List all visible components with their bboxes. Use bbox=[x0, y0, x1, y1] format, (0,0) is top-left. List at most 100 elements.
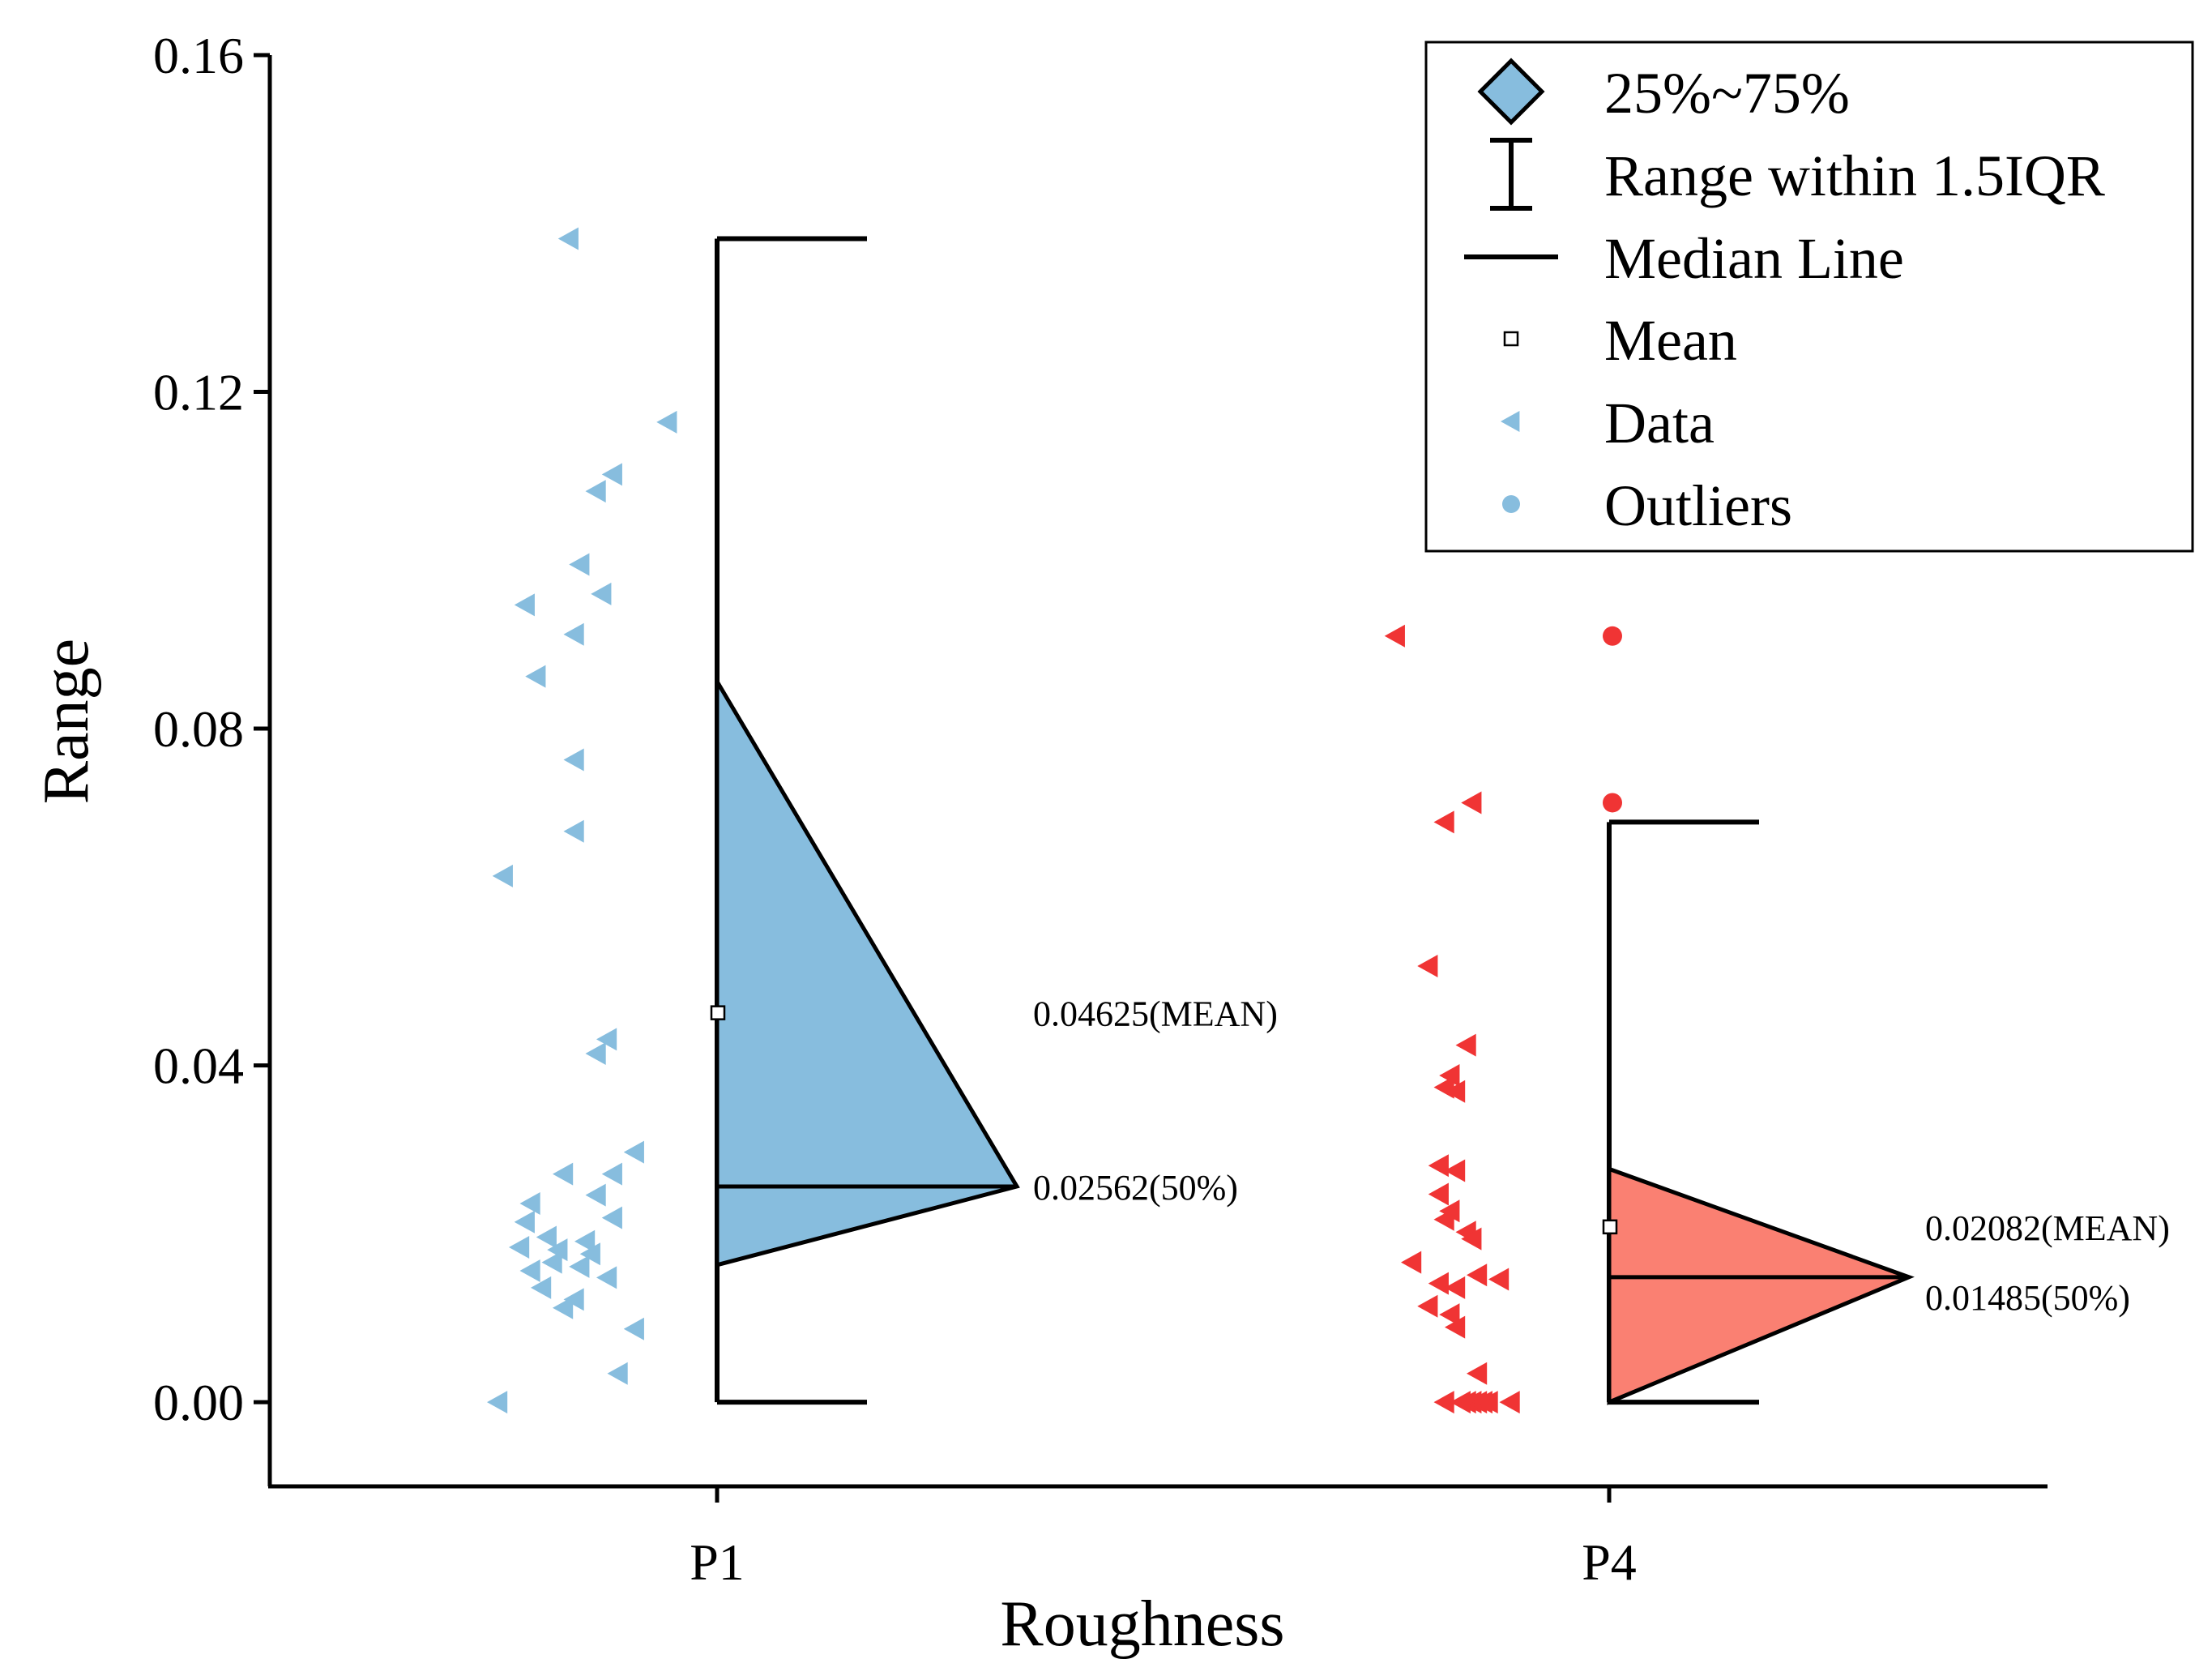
legend-label: Data bbox=[1604, 391, 1715, 455]
data-point bbox=[536, 1225, 557, 1249]
legend-label: Outliers bbox=[1604, 473, 1792, 538]
data-point bbox=[541, 1251, 562, 1274]
data-point bbox=[1433, 1075, 1454, 1099]
legend-frame bbox=[1424, 41, 2194, 553]
legend-mean-symbol bbox=[1503, 331, 1519, 347]
outlier-point bbox=[1603, 793, 1622, 813]
data-point bbox=[1445, 1080, 1466, 1103]
data-point bbox=[601, 463, 622, 486]
x-tick-label: P1 bbox=[690, 1533, 745, 1591]
plot-area: 0.04625(MEAN)0.02562(50%)0.02082(MEAN)0.… bbox=[487, 227, 2170, 1414]
data-point bbox=[1461, 1227, 1482, 1251]
legend-item-outlier: Outliers bbox=[1502, 473, 1792, 538]
data-point bbox=[1428, 1182, 1449, 1206]
data-point bbox=[1433, 1391, 1454, 1414]
data-point bbox=[487, 1391, 508, 1414]
data-point bbox=[1467, 1362, 1488, 1385]
data-point bbox=[1433, 1208, 1454, 1231]
group-p4: 0.02082(MEAN) 0.01485(50%) bbox=[1384, 624, 2170, 1414]
legend-outlier-symbol bbox=[1502, 495, 1520, 513]
mean-marker bbox=[710, 1005, 726, 1020]
data-point bbox=[1477, 1391, 1498, 1414]
data-point bbox=[1384, 624, 1405, 648]
data-point bbox=[492, 864, 513, 887]
data-point bbox=[514, 593, 535, 617]
y-tick-label: 0.16 bbox=[153, 27, 244, 84]
data-point bbox=[1428, 1154, 1449, 1178]
data-point bbox=[585, 1183, 606, 1207]
data-point bbox=[1488, 1268, 1510, 1291]
median-annotation: 0.02562(50%) bbox=[1033, 1168, 1238, 1208]
data-point bbox=[1433, 810, 1454, 834]
data-point bbox=[514, 1210, 535, 1233]
data-point bbox=[656, 410, 677, 434]
legend-label: Median Line bbox=[1604, 226, 1904, 291]
median-annotation: 0.01485(50%) bbox=[1925, 1278, 2130, 1318]
data-point bbox=[1401, 1251, 1422, 1274]
data-point bbox=[585, 1042, 606, 1066]
data-point bbox=[563, 748, 584, 772]
legend-item-box: 25%~75% bbox=[1477, 58, 1850, 126]
x-tick-label: P4 bbox=[1582, 1533, 1637, 1591]
data-point bbox=[553, 1162, 574, 1186]
group-p1: 0.04625(MEAN) 0.02562(50%) bbox=[487, 227, 1278, 1414]
data-point bbox=[569, 553, 590, 576]
data-point bbox=[557, 227, 579, 250]
data-point bbox=[585, 480, 606, 503]
data-point bbox=[1461, 791, 1482, 814]
data-point bbox=[1417, 1294, 1438, 1318]
y-axis-title: Range bbox=[31, 639, 102, 804]
data-point bbox=[1439, 1303, 1460, 1327]
data-point bbox=[596, 1028, 617, 1051]
legend: 25%~75% Range within 1.5IQR Median Line Mea… bbox=[1424, 41, 2194, 553]
data-point bbox=[563, 819, 584, 843]
legend-item-data: Data bbox=[1501, 391, 1715, 455]
legend-label: Mean bbox=[1604, 308, 1737, 373]
data-point bbox=[1445, 1276, 1466, 1299]
mean-annotation: 0.04625(MEAN) bbox=[1033, 994, 1278, 1034]
data-point bbox=[1445, 1315, 1466, 1339]
axes: 0.00 0.04 0.08 0.12 0.16 P1 P4 Roughness Range bbox=[31, 27, 2048, 1660]
data-point bbox=[563, 1288, 584, 1311]
x-axis-title: Roughness bbox=[1000, 1588, 1284, 1660]
y-tick-label: 0.04 bbox=[153, 1037, 244, 1095]
data-point bbox=[531, 1276, 552, 1299]
data-point bbox=[607, 1362, 628, 1385]
data-point bbox=[579, 1242, 600, 1266]
data-point bbox=[1417, 955, 1438, 978]
data-point bbox=[623, 1140, 644, 1164]
data-point bbox=[601, 1206, 622, 1229]
mean-marker bbox=[1602, 1219, 1618, 1235]
iqr-box bbox=[715, 673, 1020, 1268]
iqr-box bbox=[1607, 1165, 1915, 1405]
data-point bbox=[596, 1266, 617, 1289]
data-point bbox=[1467, 1263, 1488, 1287]
legend-item-whisker: Range within 1.5IQR bbox=[1490, 138, 2105, 211]
data-point bbox=[591, 582, 612, 605]
mean-annotation: 0.02082(MEAN) bbox=[1925, 1208, 2170, 1248]
data-point bbox=[1445, 1159, 1466, 1182]
data-point bbox=[553, 1296, 574, 1319]
legend-box-symbol bbox=[1477, 58, 1545, 126]
data-point bbox=[1455, 1033, 1476, 1057]
y-tick-label: 0.12 bbox=[153, 364, 244, 421]
y-tick-label: 0.08 bbox=[153, 700, 244, 758]
legend-data-symbol bbox=[1501, 411, 1520, 432]
outlier-point bbox=[1603, 626, 1622, 646]
data-point bbox=[574, 1229, 596, 1253]
data-point bbox=[519, 1191, 540, 1215]
data-point bbox=[525, 665, 546, 688]
legend-item-median: Median Line bbox=[1464, 226, 1904, 291]
legend-item-mean: Mean bbox=[1503, 308, 1737, 373]
legend-label: Range within 1.5IQR bbox=[1604, 143, 2105, 208]
legend-label: 25%~75% bbox=[1604, 61, 1850, 126]
data-point bbox=[623, 1317, 644, 1340]
data-point bbox=[601, 1162, 622, 1186]
data-point bbox=[563, 622, 584, 646]
data-point bbox=[1428, 1272, 1449, 1295]
data-point bbox=[569, 1255, 590, 1278]
data-point bbox=[1499, 1391, 1520, 1414]
data-point bbox=[509, 1235, 530, 1259]
y-tick-label: 0.00 bbox=[153, 1374, 244, 1431]
